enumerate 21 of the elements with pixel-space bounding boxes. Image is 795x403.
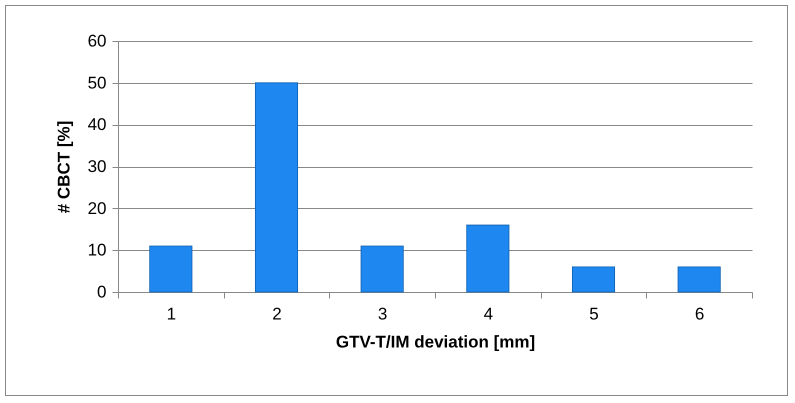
bar [466, 224, 510, 292]
y-tick-label: 0 [97, 282, 106, 302]
x-tick-label: 3 [378, 304, 388, 324]
x-tick-label: 4 [484, 304, 494, 324]
y-tick-label: 40 [88, 115, 106, 134]
y-tick-label: 10 [88, 240, 106, 260]
y-tick-label: 60 [88, 32, 106, 50]
y-tick-label: 20 [88, 198, 106, 218]
bar [254, 82, 298, 292]
y-axis-title: # CBCT [%] [54, 120, 74, 214]
y-tick-label: 50 [88, 73, 106, 92]
bar [678, 266, 721, 292]
bar [572, 266, 616, 292]
bar [149, 246, 192, 292]
y-tick-label: 30 [88, 157, 106, 176]
bar [360, 246, 404, 292]
x-tick-label: 6 [694, 304, 704, 324]
x-tick-label: 2 [272, 304, 282, 324]
x-tick-label: 1 [166, 304, 176, 324]
x-axis-title: GTV-T/IM deviation [mm] [336, 332, 536, 352]
x-tick-label: 5 [589, 304, 599, 324]
